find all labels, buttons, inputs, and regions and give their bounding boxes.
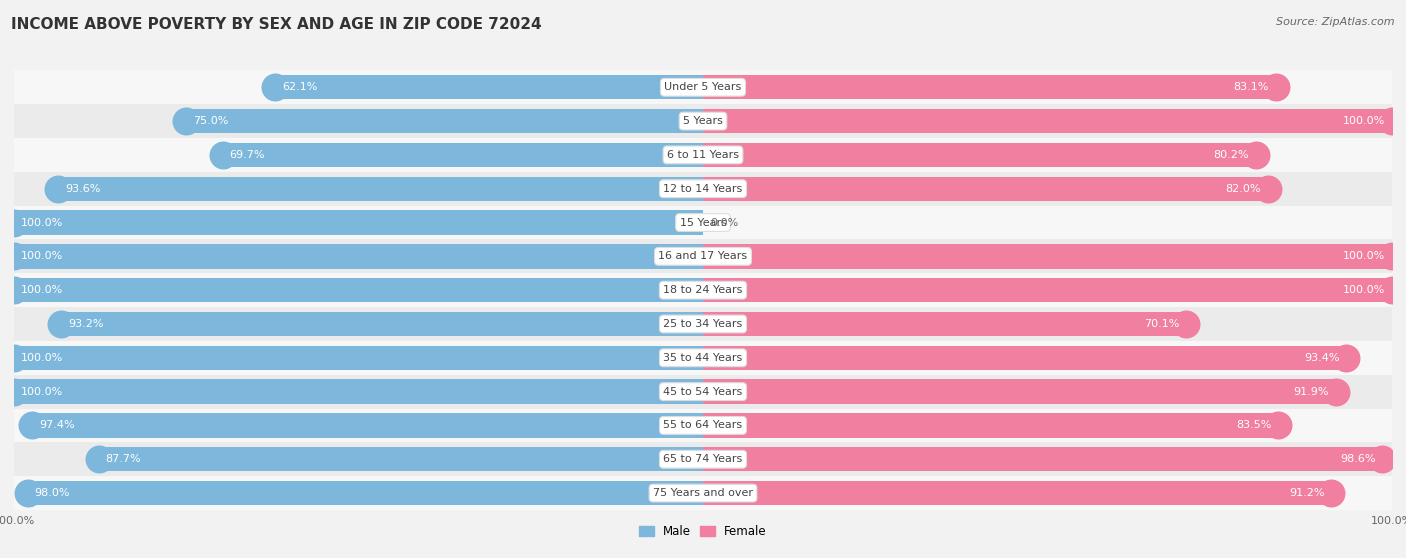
Text: 93.4%: 93.4% xyxy=(1305,353,1340,363)
Bar xyxy=(703,143,1256,167)
Text: 100.0%: 100.0% xyxy=(21,285,63,295)
Bar xyxy=(14,375,1392,408)
Bar xyxy=(186,109,703,133)
Text: 93.2%: 93.2% xyxy=(67,319,103,329)
Text: 100.0%: 100.0% xyxy=(21,218,63,228)
Bar xyxy=(14,408,1392,442)
Text: 25 to 34 Years: 25 to 34 Years xyxy=(664,319,742,329)
Bar xyxy=(276,75,703,99)
Bar xyxy=(14,172,1392,205)
Text: 15 Years: 15 Years xyxy=(679,218,727,228)
Text: 100.0%: 100.0% xyxy=(1343,116,1385,126)
Bar xyxy=(14,210,703,235)
Bar xyxy=(14,278,703,302)
Text: 82.0%: 82.0% xyxy=(1226,184,1261,194)
Bar xyxy=(14,341,1392,375)
Bar xyxy=(703,312,1185,336)
Bar xyxy=(14,307,1392,341)
Bar xyxy=(703,278,1392,302)
Text: 62.1%: 62.1% xyxy=(283,82,318,92)
Text: 100.0%: 100.0% xyxy=(21,251,63,261)
Text: 80.2%: 80.2% xyxy=(1213,150,1249,160)
Text: 69.7%: 69.7% xyxy=(229,150,266,160)
Text: 100.0%: 100.0% xyxy=(1343,285,1385,295)
Text: 16 and 17 Years: 16 and 17 Years xyxy=(658,251,748,261)
Text: 45 to 54 Years: 45 to 54 Years xyxy=(664,387,742,397)
Bar xyxy=(14,345,703,370)
Text: 98.6%: 98.6% xyxy=(1340,454,1375,464)
Text: 75.0%: 75.0% xyxy=(193,116,229,126)
Bar xyxy=(703,413,1278,437)
Bar xyxy=(703,379,1336,404)
Bar xyxy=(28,481,703,505)
Bar xyxy=(703,481,1331,505)
Bar xyxy=(32,413,703,437)
Bar xyxy=(14,70,1392,104)
Text: 35 to 44 Years: 35 to 44 Years xyxy=(664,353,742,363)
Text: 100.0%: 100.0% xyxy=(21,353,63,363)
Text: 98.0%: 98.0% xyxy=(35,488,70,498)
Text: 65 to 74 Years: 65 to 74 Years xyxy=(664,454,742,464)
Bar xyxy=(222,143,703,167)
Bar xyxy=(14,138,1392,172)
Text: 75 Years and over: 75 Years and over xyxy=(652,488,754,498)
Bar xyxy=(14,104,1392,138)
Text: 91.9%: 91.9% xyxy=(1294,387,1329,397)
Bar xyxy=(58,176,703,201)
Text: 93.6%: 93.6% xyxy=(65,184,100,194)
Bar xyxy=(60,312,703,336)
Bar xyxy=(14,239,1392,273)
Bar xyxy=(14,476,1392,510)
Text: 5 Years: 5 Years xyxy=(683,116,723,126)
Bar xyxy=(14,273,1392,307)
Text: 97.4%: 97.4% xyxy=(39,420,75,430)
Bar xyxy=(14,244,703,268)
Bar xyxy=(703,244,1392,268)
Bar xyxy=(703,75,1275,99)
Text: Source: ZipAtlas.com: Source: ZipAtlas.com xyxy=(1277,17,1395,27)
Text: 70.1%: 70.1% xyxy=(1143,319,1180,329)
Text: 87.7%: 87.7% xyxy=(105,454,142,464)
Bar xyxy=(14,205,1392,239)
Text: Under 5 Years: Under 5 Years xyxy=(665,82,741,92)
Bar xyxy=(703,109,1392,133)
Bar xyxy=(703,345,1347,370)
Text: 55 to 64 Years: 55 to 64 Years xyxy=(664,420,742,430)
Text: 83.5%: 83.5% xyxy=(1236,420,1271,430)
Text: 91.2%: 91.2% xyxy=(1289,488,1324,498)
Text: 83.1%: 83.1% xyxy=(1233,82,1268,92)
Bar xyxy=(703,176,1268,201)
Bar xyxy=(703,447,1382,472)
Text: 18 to 24 Years: 18 to 24 Years xyxy=(664,285,742,295)
Bar xyxy=(14,442,1392,476)
Legend: Male, Female: Male, Female xyxy=(634,521,772,543)
Text: 100.0%: 100.0% xyxy=(1343,251,1385,261)
Text: 100.0%: 100.0% xyxy=(21,387,63,397)
Bar xyxy=(14,379,703,404)
Bar xyxy=(98,447,703,472)
Text: 6 to 11 Years: 6 to 11 Years xyxy=(666,150,740,160)
Text: INCOME ABOVE POVERTY BY SEX AND AGE IN ZIP CODE 72024: INCOME ABOVE POVERTY BY SEX AND AGE IN Z… xyxy=(11,17,541,32)
Text: 12 to 14 Years: 12 to 14 Years xyxy=(664,184,742,194)
Text: 0.0%: 0.0% xyxy=(710,218,738,228)
